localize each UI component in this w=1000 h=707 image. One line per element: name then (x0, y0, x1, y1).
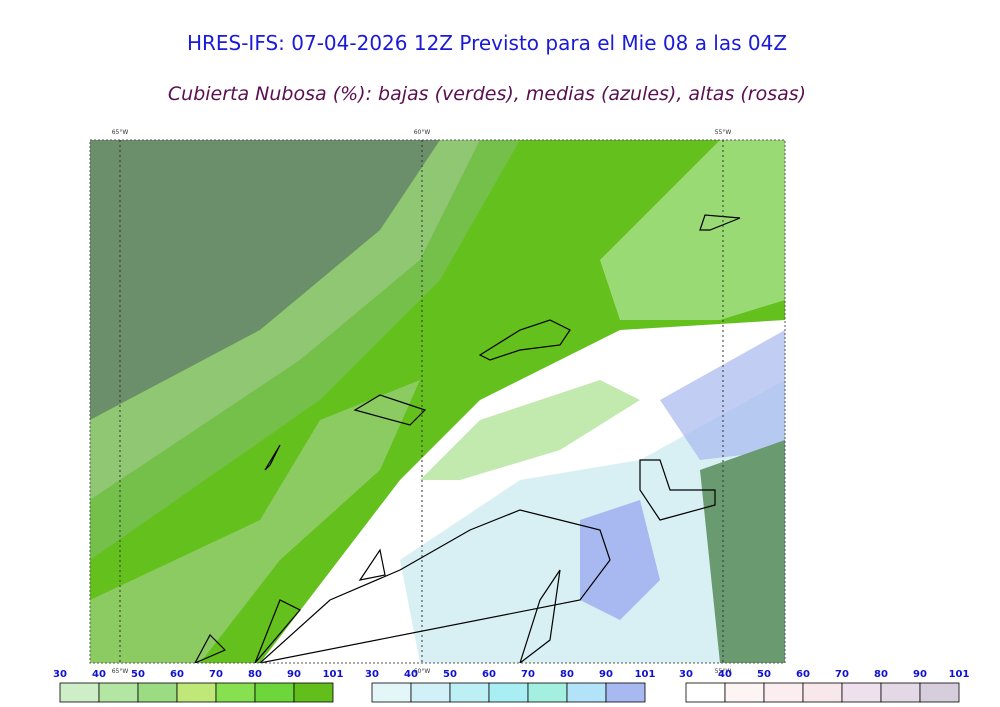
colorbar-tick-label: 80 (248, 669, 262, 680)
colorbar-swatch (566, 682, 607, 703)
colorbar-tick-label: 80 (560, 669, 574, 680)
colorbar-tick-label: 60 (796, 669, 810, 680)
colorbar-swatch (802, 682, 843, 703)
colorbar-swatch (98, 682, 139, 703)
colorbar-swatch (449, 682, 490, 703)
colorbar-swatch (371, 682, 412, 703)
colorbar-tick-label: 80 (874, 669, 888, 680)
subtitle: Cubierta Nubosa (%): bajas (verdes), med… (168, 83, 806, 105)
colorbar-swatch (527, 682, 568, 703)
colorbar-tick-label: 101 (949, 669, 970, 680)
colorbar-swatch (215, 682, 256, 703)
colorbar-swatch (685, 682, 726, 703)
colorbar-swatch (293, 682, 334, 703)
colorbar-tick-label: 101 (323, 669, 344, 680)
colorbar-swatch (254, 682, 295, 703)
colorbar-swatch (880, 682, 921, 703)
colorbar-tick-label: 90 (599, 669, 613, 680)
colorbar-tick-label: 30 (53, 669, 67, 680)
colorbar-tick-label: 90 (287, 669, 301, 680)
map: 65°W 60°W 55°W 65°W 60°W 55°W (89, 129, 786, 675)
lon-label: 65°W (112, 129, 129, 136)
colorbar-tick-label: 70 (209, 669, 223, 680)
colorbar-tick-label: 60 (170, 669, 184, 680)
colorbar-swatch (176, 682, 217, 703)
colorbar-tick-label: 70 (835, 669, 849, 680)
lon-label: 65°W (112, 668, 129, 675)
colorbars: 30 40 50 60 70 80 90 101 30 40 50 60 70 80 90 101 30 40 50… (53, 669, 970, 703)
colorbar-swatch (724, 682, 765, 703)
colorbar-tick-label: 50 (757, 669, 771, 680)
colorbar-swatch (763, 682, 804, 703)
colorbar-tick-label: 40 (718, 669, 732, 680)
colorbar-tick-label: 70 (521, 669, 535, 680)
colorbar-swatch (59, 682, 100, 703)
colorbar-tick-label: 40 (92, 669, 106, 680)
lon-label: 60°W (414, 668, 431, 675)
colorbar-swatch (137, 682, 178, 703)
lon-label: 55°W (715, 668, 732, 675)
colorbar-tick-label: 60 (482, 669, 496, 680)
colorbar-swatch (841, 682, 882, 703)
colorbar-swatch (488, 682, 529, 703)
colorbar-tick-label: 30 (679, 669, 693, 680)
lon-label: 55°W (715, 129, 732, 136)
colorbar-tick-label: 50 (131, 669, 145, 680)
lon-label: 60°W (414, 129, 431, 136)
colorbar-tick-label: 101 (635, 669, 656, 680)
colorbar-tick-label: 40 (404, 669, 418, 680)
colorbar-swatch (605, 682, 646, 703)
colorbar-tick-label: 90 (913, 669, 927, 680)
colorbar-swatch (919, 682, 960, 703)
colorbar-tick-label: 30 (365, 669, 379, 680)
colorbar-tick-label: 50 (443, 669, 457, 680)
colorbar-swatch (410, 682, 451, 703)
title: HRES-IFS: 07-04-2026 12Z Previsto para e… (187, 31, 787, 55)
